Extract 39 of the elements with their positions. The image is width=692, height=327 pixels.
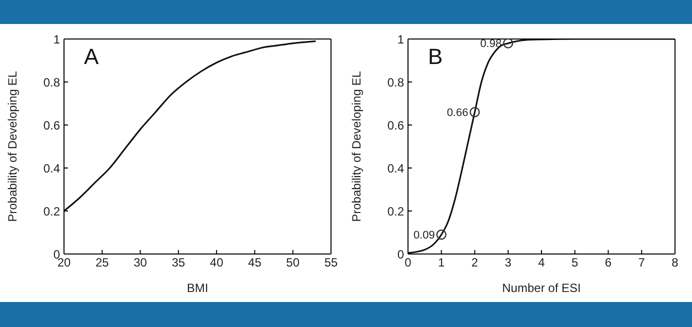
data-label: 0.98 bbox=[480, 38, 502, 50]
x-tick-label: 7 bbox=[638, 256, 646, 270]
y-tick-label: 0.2 bbox=[43, 204, 60, 218]
x-axis-title: Number of ESI bbox=[502, 281, 581, 295]
point bbox=[470, 107, 480, 118]
y-tick-label: 1 bbox=[53, 32, 60, 46]
y-tick-label: 0.2 bbox=[387, 204, 404, 218]
x-tick-label: 6 bbox=[604, 256, 612, 270]
x-tick-label: 3 bbox=[504, 256, 512, 270]
x-tick-label: 30 bbox=[134, 256, 148, 270]
line-series bbox=[408, 39, 675, 254]
x-tick-label: 40 bbox=[210, 256, 224, 270]
x-tick-label: 5 bbox=[572, 256, 579, 270]
x-tick-label: 8 bbox=[672, 256, 679, 270]
y-tick-label: 0.6 bbox=[387, 118, 404, 132]
x-tick-label: 1 bbox=[438, 256, 446, 270]
x-axis-title: BMI bbox=[186, 281, 208, 295]
point bbox=[503, 39, 514, 48]
chart-title: B bbox=[428, 44, 443, 70]
y-tick-label: 0.6 bbox=[43, 118, 60, 132]
x-tick-label: 50 bbox=[286, 256, 300, 270]
point bbox=[436, 230, 446, 240]
x-tick-label: 45 bbox=[248, 256, 262, 270]
chart-title: A bbox=[84, 44, 99, 70]
data-label: 0.66 bbox=[446, 107, 468, 120]
y-axis-title: Probability of Developing EL bbox=[5, 70, 20, 222]
x-tick-label: 35 bbox=[172, 256, 186, 270]
data-label: 0.09 bbox=[413, 230, 435, 242]
y-tick-label: 0.8 bbox=[43, 75, 60, 90]
x-tick-label: 4 bbox=[538, 256, 546, 270]
y-tick-label: 0.8 bbox=[387, 75, 404, 90]
y-tick-label: 1 bbox=[397, 32, 404, 46]
y-axis-title: Probability of Developing EL bbox=[349, 70, 364, 222]
line-series bbox=[64, 40, 317, 212]
x-tick-label: 25 bbox=[95, 256, 110, 270]
y-tick-label: 0.4 bbox=[43, 161, 60, 176]
y-tick-label: 0.4 bbox=[387, 161, 404, 176]
x-tick-label: 55 bbox=[324, 256, 338, 270]
x-tick-label: 2 bbox=[471, 256, 478, 270]
